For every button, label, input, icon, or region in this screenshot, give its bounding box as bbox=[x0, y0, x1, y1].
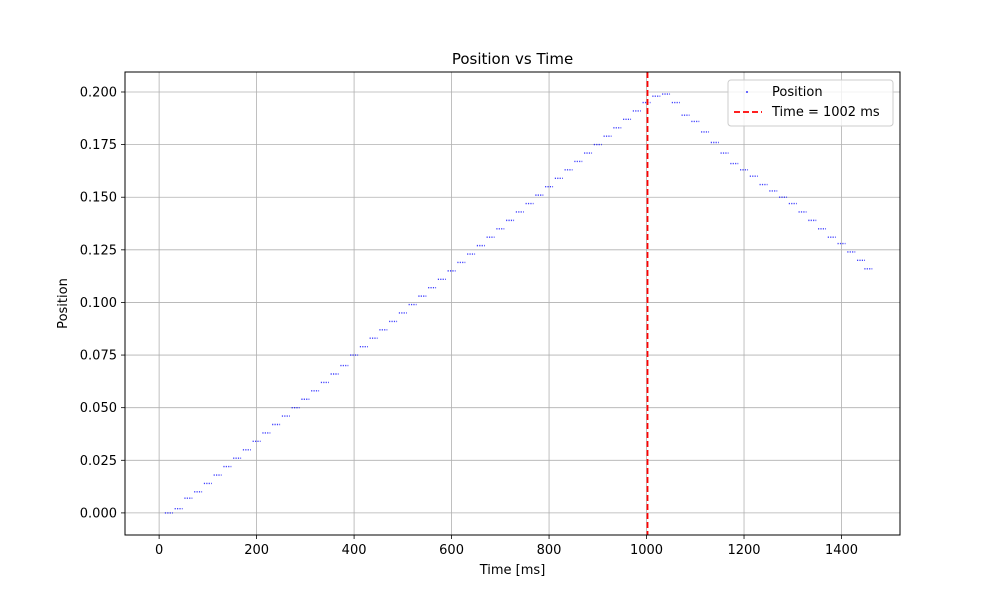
legend: Position Time = 1002 ms bbox=[727, 79, 894, 127]
y-tick-label: 0.025 bbox=[80, 454, 117, 469]
legend-label-time-line: Time = 1002 ms bbox=[771, 105, 880, 120]
x-axis-label: Time [ms] bbox=[479, 563, 546, 578]
x-tick-label: 200 bbox=[244, 543, 269, 558]
y-tick-label: 0.150 bbox=[80, 191, 117, 206]
x-tick-label: 800 bbox=[537, 543, 562, 558]
y-tick-label: 0.050 bbox=[80, 401, 117, 416]
y-tick-label: 0.075 bbox=[80, 349, 117, 364]
y-axis-label: Position bbox=[56, 278, 71, 329]
y-tick-label: 0.200 bbox=[80, 85, 117, 100]
x-tick-label: 0 bbox=[155, 543, 163, 558]
x-tick-label: 400 bbox=[342, 543, 367, 558]
y-tick-label: 0.125 bbox=[80, 243, 117, 258]
plot-frame bbox=[124, 71, 901, 536]
legend-label-position: Position bbox=[772, 85, 823, 100]
x-tick-label: 1200 bbox=[727, 543, 760, 558]
y-tick-label: 0.175 bbox=[80, 138, 117, 153]
legend-box bbox=[727, 79, 894, 127]
y-tick-label: 0.100 bbox=[80, 296, 117, 311]
grid-lines bbox=[125, 72, 900, 535]
x-tick-label: 1000 bbox=[630, 543, 663, 558]
legend-marker-position bbox=[746, 91, 748, 93]
chart-title: Position vs Time bbox=[452, 50, 573, 68]
x-tick-label: 600 bbox=[439, 543, 464, 558]
x-tick-label: 1400 bbox=[825, 543, 858, 558]
axis-ticks: 0 200 400 600 800 1000 1200 1400 0.000 0.025 0.050… bbox=[80, 85, 858, 558]
y-tick-label: 0.000 bbox=[80, 506, 117, 521]
